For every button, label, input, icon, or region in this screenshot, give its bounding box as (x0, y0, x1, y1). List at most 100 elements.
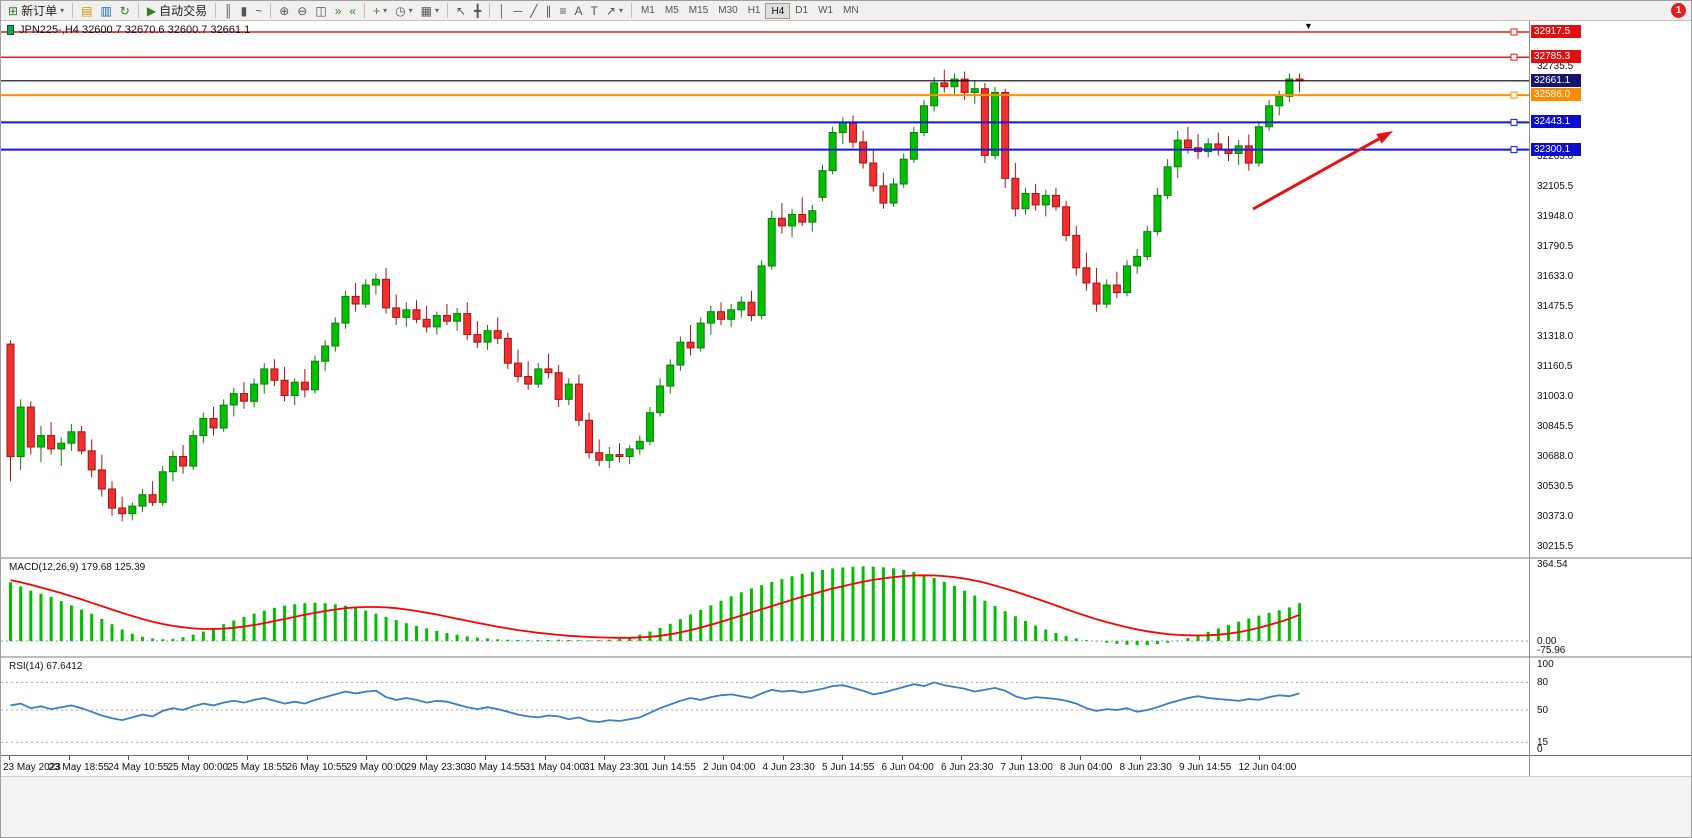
new-order-button[interactable]: ⊞ 新订单 ▾ (4, 2, 68, 20)
navigator-icon: ↻ (119, 3, 130, 18)
cursor-button[interactable]: ↖ (452, 2, 470, 20)
time-tick (247, 756, 248, 760)
arrows-icon: ↗ (605, 3, 616, 18)
zoom-in-icon: ⊕ (279, 3, 290, 18)
price-tick-label: 30688.0 (1537, 450, 1574, 462)
scroll-end-marker[interactable]: ▼ (1304, 21, 1313, 31)
tile-windows-icon: ◫ (315, 3, 327, 18)
price-tick-label: 32735.5 (1537, 60, 1574, 72)
line-handle (1510, 146, 1518, 154)
panel-separator[interactable] (1, 557, 1691, 559)
time-axis[interactable]: 23 May 2023 23 May 18:55 24 May 10:55 25 Ma… (1, 756, 1691, 776)
current-price-badge[interactable]: 32661.1 (1531, 73, 1581, 87)
price-line-badge[interactable]: 32443.1 (1531, 115, 1581, 129)
rsi-tick-label: 50 (1537, 705, 1549, 716)
price-line-badge[interactable]: 32586.0 (1531, 88, 1581, 102)
timeframe-m5[interactable]: M5 (664, 4, 679, 16)
price-line-badge[interactable]: 32917.5 (1531, 24, 1581, 38)
navigator-button[interactable]: ↻ (116, 2, 134, 20)
price-tick-label: 30215.5 (1537, 540, 1574, 552)
macd-panel-canvas[interactable] (1, 559, 1529, 656)
fibonacci-button[interactable]: ≡ (556, 2, 571, 20)
timeframe-h4[interactable]: H4 (765, 2, 791, 19)
price-line-badge[interactable]: 32785.3 (1531, 50, 1581, 64)
timeframe-h1[interactable]: H1 (747, 4, 761, 16)
candlestick-mode-button[interactable]: ▮ (237, 2, 252, 20)
time-tick (187, 756, 189, 760)
trendline-button[interactable]: ╱ (526, 2, 541, 20)
annotation-arrow[interactable] (1252, 131, 1393, 211)
time-tick (842, 756, 843, 760)
auto-scroll-button[interactable]: » (331, 2, 346, 20)
channel-icon: ∥ (545, 3, 552, 18)
zoom-out-button[interactable]: ⊖ (293, 2, 311, 20)
time-axis-label: 4 Jun 23:30 (762, 762, 815, 773)
line-chart-mode-button[interactable]: ~ (251, 2, 266, 20)
time-tick (68, 756, 70, 760)
macd-scale[interactable]: 364.54 0.00 -75.96 (1530, 559, 1691, 656)
price-scale[interactable]: 32735.5 32263.0 32105.5 31948.0 31790.5 31633… (1530, 21, 1691, 557)
autotrading-button[interactable]: ▶ 自动交易 (143, 2, 211, 20)
vertical-line-button[interactable]: │ (494, 2, 510, 20)
periods-button[interactable]: ◷ ▾ (391, 2, 417, 20)
crosshair-button[interactable]: ╋ (470, 2, 485, 20)
toolbar-separator (72, 3, 74, 18)
timeframe-d1[interactable]: D1 (795, 4, 809, 16)
market-watch-button[interactable]: ▤ (77, 2, 96, 20)
timeframe-m30[interactable]: M30 (718, 4, 738, 16)
rsi-panel-canvas[interactable] (1, 658, 1529, 755)
candlestick-mode-icon: ▮ (240, 3, 248, 18)
text-label-button[interactable]: T (587, 2, 602, 20)
time-axis-label: 6 Jun 23:30 (941, 762, 994, 773)
rsi-tick-label: 0 (1537, 744, 1543, 755)
timeframe-m1[interactable]: M1 (640, 4, 655, 16)
indicators-button[interactable]: + ▾ (369, 2, 391, 20)
zoom-out-icon: ⊖ (297, 3, 308, 18)
time-axis-label: 8 Jun 04:00 (1060, 762, 1113, 773)
timeframe-w1[interactable]: W1 (818, 4, 834, 16)
periods-icon: ◷ (395, 3, 406, 18)
macd-histogram (9, 566, 1302, 646)
time-axis-label: 23 May 2023 (3, 762, 61, 773)
horizontal-lines-layer[interactable] (1, 28, 1529, 154)
autotrading-icon: ▶ (146, 3, 157, 18)
price-tick-label: 31160.5 (1537, 360, 1573, 372)
data-window-button[interactable]: ▥ (96, 2, 115, 20)
candles-layer (6, 69, 1304, 522)
chart-shift-button[interactable]: « (345, 2, 360, 20)
time-axis-label: 29 May 00:00 (346, 762, 407, 773)
rsi-label: RSI(14) 67.6412 (9, 661, 83, 672)
timeframe-m15[interactable]: M15 (688, 4, 709, 16)
templates-button[interactable]: ▦ ▾ (417, 2, 443, 20)
channel-button[interactable]: ∥ (542, 2, 556, 20)
macd-tick-label: -75.96 (1537, 645, 1566, 656)
time-tick (128, 756, 129, 760)
text-label-icon: T (590, 3, 598, 18)
horizontal-line-button[interactable]: ─ (510, 2, 527, 20)
price-tick-label: 31318.0 (1537, 330, 1574, 342)
time-tick (544, 756, 546, 760)
price-line-badge[interactable]: 32300.1 (1531, 142, 1581, 156)
zoom-in-button[interactable]: ⊕ (275, 2, 293, 20)
chart-header: JPN225-,H4 32600.7 32670.6 32600.7 32661… (7, 24, 250, 36)
chevron-down-icon: ▾ (434, 6, 439, 15)
notification-badge[interactable]: 1 (1671, 3, 1686, 18)
bar-chart-mode-button[interactable]: ║ (220, 2, 237, 20)
rsi-scale[interactable]: 100 80 50 15 0 (1530, 658, 1691, 755)
time-axis-label: 25 May 18:55 (227, 762, 288, 773)
arrows-button[interactable]: ↗ ▾ (602, 2, 627, 20)
line-handle (1510, 118, 1518, 126)
time-tick (604, 756, 605, 760)
chevron-down-icon: ▾ (60, 6, 65, 15)
price-chart-canvas[interactable] (1, 21, 1529, 557)
time-axis-label: 24 May 10:55 (108, 762, 169, 773)
time-tick (782, 756, 784, 760)
timeframe-mn[interactable]: MN (843, 4, 859, 16)
templates-icon: ▦ (420, 3, 432, 18)
tile-windows-button[interactable]: ◫ (311, 2, 330, 20)
panel-separator[interactable] (1, 656, 1691, 658)
text-button[interactable]: A (571, 2, 587, 20)
vertical-line-icon: │ (498, 3, 506, 18)
time-axis-label: 23 May 18:55 (48, 762, 110, 773)
